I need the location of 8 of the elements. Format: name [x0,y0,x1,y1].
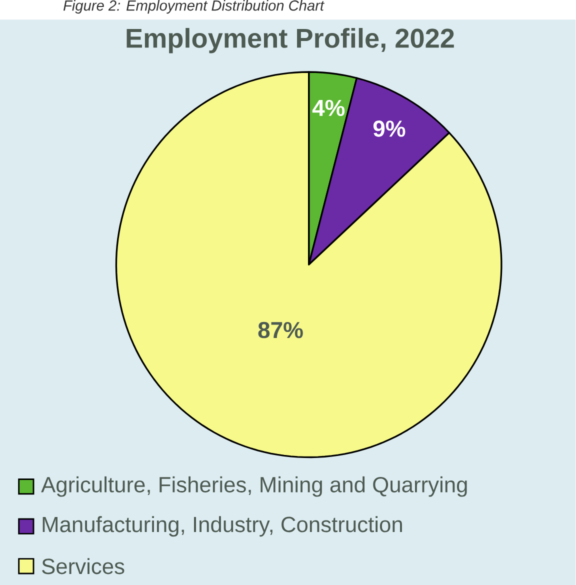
legend-label: Agriculture, Fisheries, Mining and Quarrying [41,476,467,497]
caption: Figure 2: Employment Distribution Chart [64,0,325,14]
data-label: 87% [258,322,303,338]
chart-title: Employment Profile, 2022 [126,28,454,54]
legend-label: Services [42,558,124,574]
data-label: 4% [312,100,345,116]
data-label: 9% [374,120,406,137]
legend-label: Manufacturing, Industry, Construction [42,516,402,537]
